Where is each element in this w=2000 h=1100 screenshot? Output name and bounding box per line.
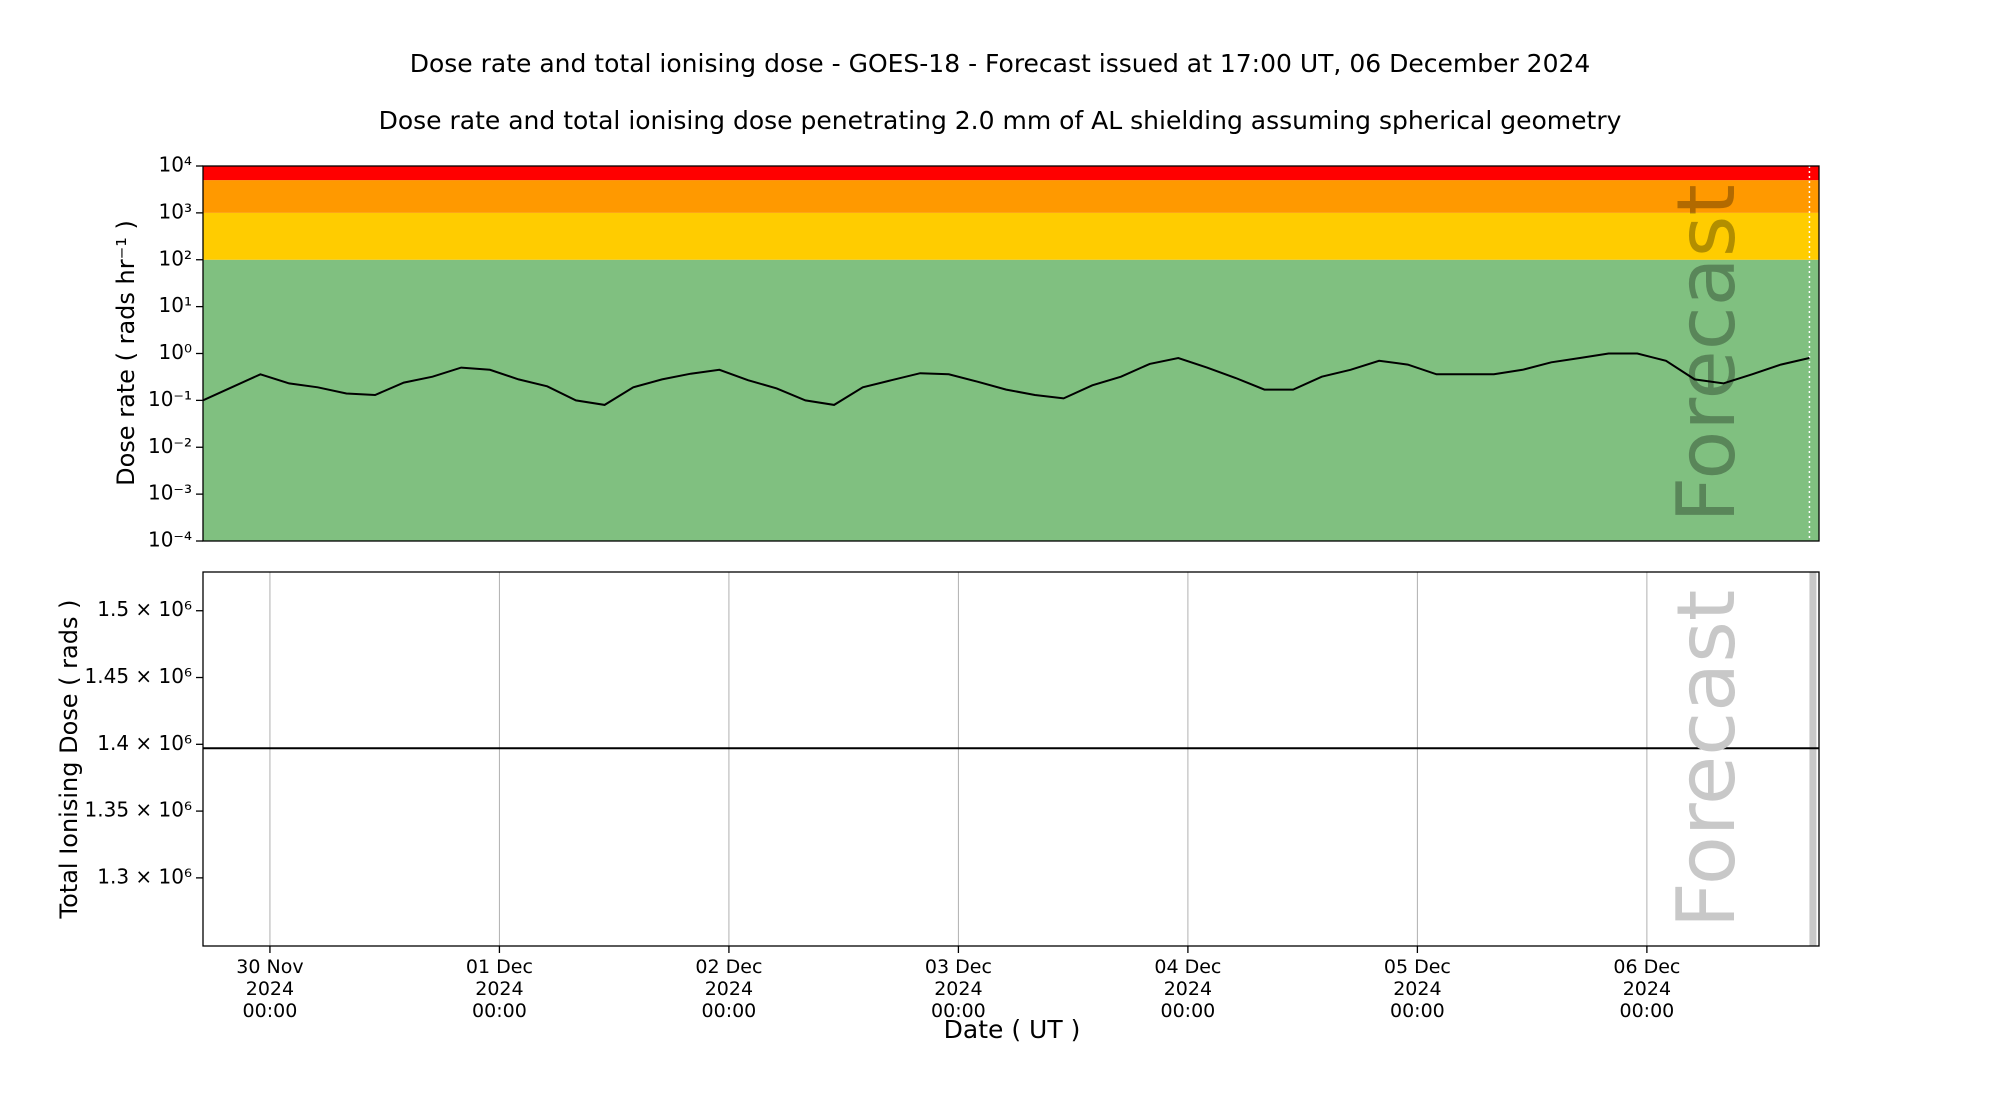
plot-frame <box>202 571 1820 947</box>
y-tick-label: 10⁻¹ <box>148 387 192 411</box>
y-tick-label: 10³ <box>159 199 192 223</box>
x-tick-label: 05 Dec 2024 00:00 <box>1383 956 1451 1022</box>
y-tick-label: 10² <box>159 246 192 270</box>
x-axis-label: Date ( UT ) <box>944 1015 1081 1044</box>
y-tick-label: 1.4 × 10⁶ <box>97 731 192 755</box>
chart-subtitle: Dose rate and total ionising dose penetr… <box>379 106 1622 135</box>
y-tick-label: 10⁻² <box>148 434 192 458</box>
data-line <box>203 352 1810 406</box>
y-axis-label: Total Ionising Dose ( rads ) <box>55 600 83 920</box>
y-tick-label: 1.35 × 10⁶ <box>85 798 192 822</box>
severity-band <box>203 180 1819 213</box>
x-tick-label: 04 Dec 2024 00:00 <box>1154 956 1222 1022</box>
y-tick-label: 10⁻⁴ <box>148 528 192 552</box>
y-tick-label: 1.5 × 10⁶ <box>97 597 192 621</box>
x-tick-label: 02 Dec 2024 00:00 <box>695 956 763 1022</box>
plot-frame <box>202 165 1820 542</box>
x-tick-label: 06 Dec 2024 00:00 <box>1613 956 1681 1022</box>
x-tick-label: 30 Nov 2024 00:00 <box>236 956 304 1022</box>
y-axis-label: Dose rate ( rads hr⁻¹ ) <box>112 220 140 486</box>
severity-band <box>203 259 1819 541</box>
forecast-label: Forecast <box>1660 184 1753 523</box>
severity-band <box>203 212 1819 260</box>
chart-title: Dose rate and total ionising dose - GOES… <box>410 49 1591 78</box>
y-tick-label: 10⁰ <box>159 340 192 364</box>
y-tick-label: 10⁻³ <box>148 481 192 505</box>
y-tick-label: 10¹ <box>159 293 192 317</box>
forecast-region <box>1809 572 1817 946</box>
y-tick-label: 1.45 × 10⁶ <box>85 664 192 688</box>
severity-band <box>203 166 1819 181</box>
x-tick-label: 01 Dec 2024 00:00 <box>465 956 533 1022</box>
y-tick-label: 1.3 × 10⁶ <box>97 864 192 888</box>
x-tick-label: 03 Dec 2024 00:00 <box>924 956 992 1022</box>
y-tick-label: 10⁴ <box>159 153 192 177</box>
forecast-label: Forecast <box>1660 590 1753 929</box>
